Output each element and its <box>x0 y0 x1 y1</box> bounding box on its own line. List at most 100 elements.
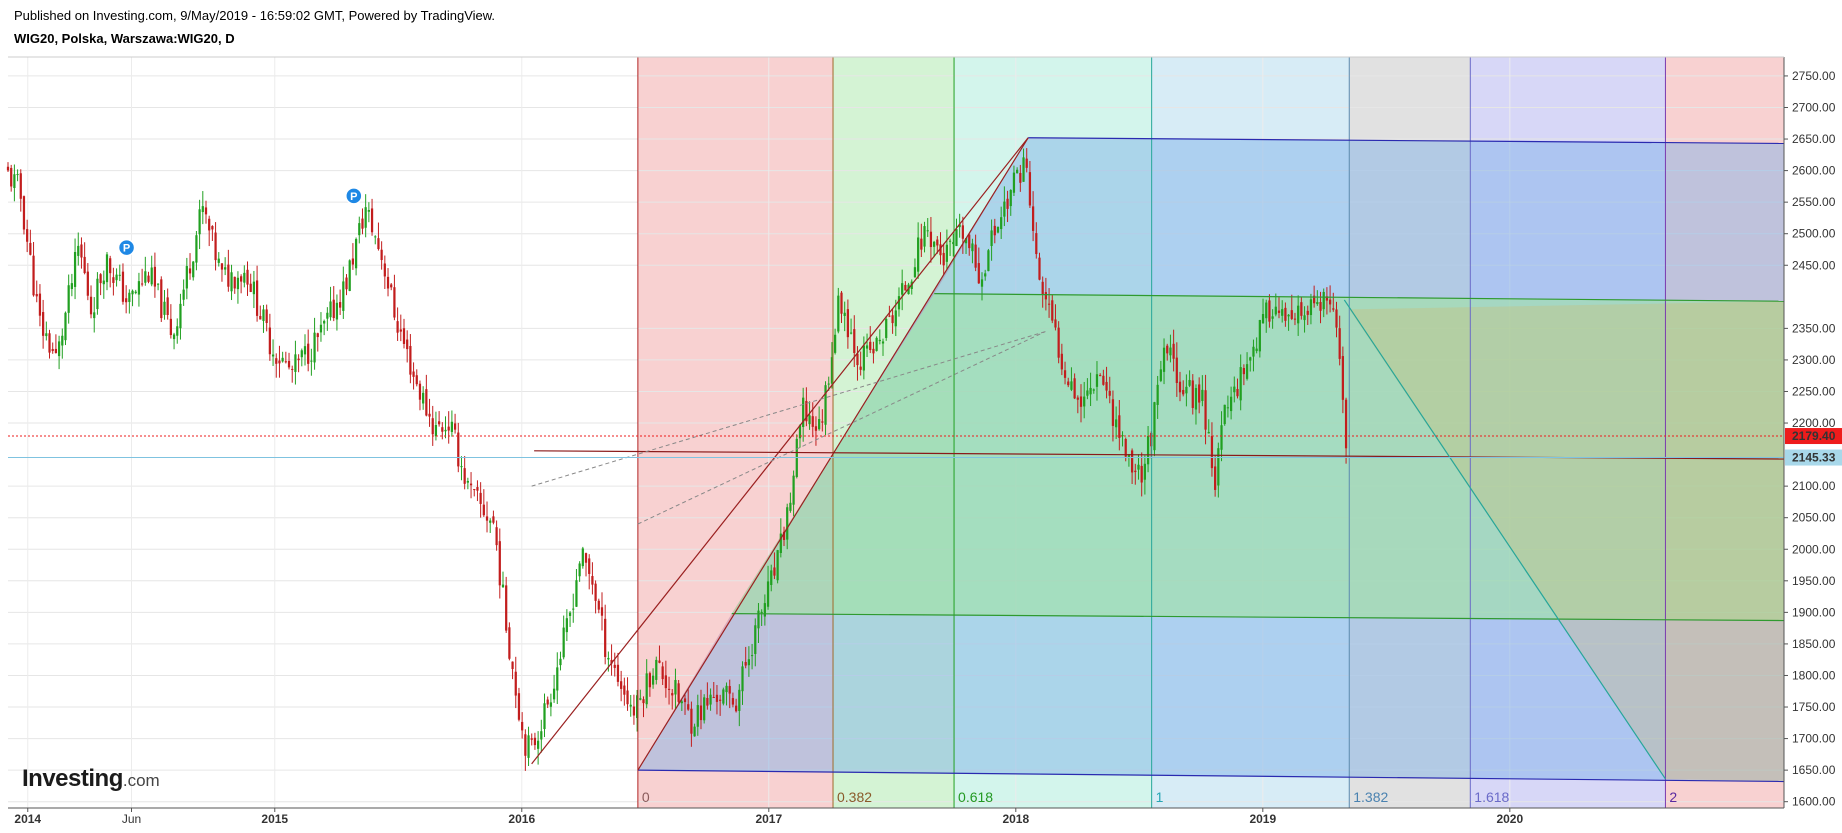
candle-body <box>453 423 457 430</box>
candle-body <box>511 661 514 670</box>
candle-body <box>955 229 958 247</box>
candle-body <box>1140 465 1143 483</box>
candle-body <box>818 419 821 430</box>
candle-body <box>1338 328 1341 359</box>
dashed-median-a <box>531 331 1046 487</box>
y-tick-label: 1700.00 <box>1792 732 1836 746</box>
candle-body <box>418 383 422 400</box>
candle-body <box>1233 386 1236 393</box>
candle-body <box>1185 386 1188 394</box>
candle-body <box>600 607 604 616</box>
candle-body <box>667 688 671 690</box>
candle-body <box>240 276 243 282</box>
candle-body <box>750 655 754 657</box>
candle-body <box>83 256 86 274</box>
candle-body <box>1166 345 1169 354</box>
candle-body <box>798 425 802 439</box>
candle-body <box>1016 169 1019 174</box>
candle-body <box>121 271 125 302</box>
candle-body <box>332 299 335 319</box>
channel-top <box>1028 137 1785 145</box>
candle-body <box>1207 431 1210 434</box>
candle-body <box>214 232 217 261</box>
x-tick-label: 2017 <box>755 812 782 826</box>
candle-body <box>645 673 648 705</box>
candle-body <box>67 285 70 313</box>
candle-body <box>109 258 112 274</box>
candle-body <box>849 332 853 334</box>
candle-body <box>725 685 728 693</box>
candle-body <box>358 223 361 236</box>
candle-body <box>859 366 862 370</box>
projection-line <box>1343 299 1666 780</box>
candle-body <box>712 697 715 699</box>
candle-body <box>741 666 744 692</box>
candle-body <box>620 681 623 689</box>
candle-body <box>782 531 786 540</box>
candle-body <box>374 236 377 238</box>
candle-body <box>1182 389 1185 395</box>
candle-body <box>1044 292 1047 300</box>
candle-body <box>1159 369 1162 381</box>
candle-body <box>674 679 677 695</box>
candle-body <box>715 694 719 702</box>
candle-body <box>300 350 303 358</box>
candle-body <box>211 226 214 230</box>
candle-body <box>51 348 54 352</box>
candle-body <box>1076 397 1079 400</box>
candle-body <box>342 281 345 311</box>
candle-body <box>1344 399 1348 449</box>
candle-body <box>779 533 782 554</box>
candle-body <box>441 427 444 432</box>
candle-body <box>1258 320 1261 352</box>
candle-body <box>198 209 201 235</box>
candle-body <box>881 341 885 344</box>
candle-body <box>444 429 447 432</box>
candle-body <box>869 341 872 351</box>
pivot-marker <box>345 187 363 205</box>
candle-body <box>422 392 425 404</box>
candle-body <box>588 558 591 574</box>
candle-body <box>128 292 131 302</box>
candle-body <box>224 267 227 270</box>
candle-body <box>872 348 875 354</box>
candle-body <box>294 354 297 372</box>
candle-body <box>1067 381 1070 386</box>
candle-body <box>1325 296 1329 301</box>
candle-body <box>377 238 380 250</box>
candle-body <box>99 274 102 284</box>
last-price-badge-bg <box>1785 428 1842 445</box>
candle-body <box>680 701 683 704</box>
candle-body <box>581 548 584 567</box>
candle-body <box>556 667 559 691</box>
candle-body <box>112 277 115 283</box>
candle-body <box>326 312 329 319</box>
candle-body <box>498 541 501 586</box>
fib-zone-label: 1 <box>1156 789 1164 805</box>
candle-body <box>275 358 278 364</box>
candle-body <box>984 273 987 277</box>
y-tick-label: 1900.00 <box>1792 605 1836 619</box>
candle-body <box>35 294 38 297</box>
candle-body <box>485 516 489 521</box>
candle-body <box>361 218 364 229</box>
candle-body <box>313 332 316 363</box>
candle-body <box>1341 356 1344 400</box>
candle-body <box>664 675 667 689</box>
candle-body <box>29 242 32 255</box>
candle-body <box>1102 375 1105 385</box>
candle-body <box>917 237 920 272</box>
candle-body <box>1134 470 1137 473</box>
candle-body <box>1297 305 1300 324</box>
candle-body <box>584 553 588 563</box>
candle-body <box>744 661 747 666</box>
candle-body <box>1105 381 1108 391</box>
candle-body <box>89 296 93 315</box>
candle-body <box>901 283 904 295</box>
candle-body <box>428 413 431 417</box>
candle-body <box>134 291 137 294</box>
candle-body <box>821 421 824 423</box>
candle-body <box>958 224 961 228</box>
candle-body <box>1025 158 1028 168</box>
